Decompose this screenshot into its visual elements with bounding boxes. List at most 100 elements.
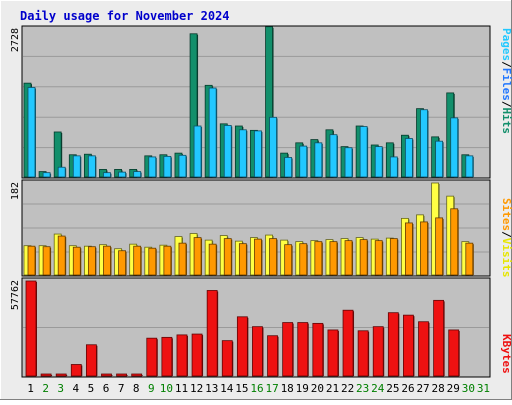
x-label: 16 <box>250 382 263 395</box>
sites-bar <box>344 240 353 276</box>
x-label: 31 <box>477 382 490 395</box>
legend-pages: Pages <box>500 28 512 61</box>
kbytes-bar <box>236 316 248 377</box>
legend-kbytes: KBytes <box>500 334 512 374</box>
kbytes-bar <box>357 330 369 377</box>
kbytes-bar <box>297 322 309 377</box>
hits-bar <box>265 26 273 178</box>
x-label: 7 <box>118 382 125 395</box>
kbytes-bar <box>418 321 429 377</box>
kbytes-bar <box>372 326 384 377</box>
x-label: 12 <box>190 382 203 395</box>
sites-bar <box>178 242 187 276</box>
kbytes-bar <box>40 373 52 377</box>
sites-bar <box>254 238 262 276</box>
files-bar <box>435 140 444 178</box>
kbytes-bar <box>312 322 324 377</box>
svg-text:KBytes: KBytes <box>500 334 512 374</box>
legend-files: Files <box>500 68 512 101</box>
x-label: 17 <box>265 382 278 395</box>
files-bar <box>103 172 111 178</box>
svg-text:Pages/Files/Hits: Pages/Files/Hits <box>500 28 512 134</box>
kbytes-bar <box>146 337 158 377</box>
sites-bar <box>208 243 217 276</box>
sites-bar <box>72 246 81 276</box>
kbytes-bar <box>448 329 460 377</box>
x-label: 29 <box>447 382 460 395</box>
x-label: 5 <box>88 382 95 395</box>
files-bar <box>405 138 413 178</box>
x-label: 30 <box>462 382 475 395</box>
chart-title: Daily usage for November 2024 <box>20 9 230 23</box>
kbytes-bar <box>131 373 143 377</box>
kbytes-bar <box>252 326 263 377</box>
kbytes-bar <box>161 336 173 377</box>
files-bar <box>450 117 459 178</box>
kbytes-bar <box>282 322 294 377</box>
files-bar <box>314 142 323 178</box>
panel-visits-sites: 182 <box>10 179 491 277</box>
x-label: 25 <box>386 382 399 395</box>
sites-bar <box>27 245 36 276</box>
x-label: 6 <box>103 382 110 395</box>
sites-bar <box>329 241 338 276</box>
files-bar <box>344 147 353 178</box>
files-bar <box>374 146 383 178</box>
files-bar <box>269 116 277 178</box>
sites-bar <box>163 245 172 276</box>
x-label: 21 <box>326 382 339 395</box>
files-bar <box>57 166 66 178</box>
sites-bar <box>87 246 96 276</box>
sites-bar <box>284 244 293 276</box>
x-label: 22 <box>341 382 354 395</box>
kbytes-bar <box>403 314 414 377</box>
x-label: 24 <box>371 382 385 395</box>
y-max-label: 2728 <box>10 28 21 52</box>
sites-bar <box>405 222 413 276</box>
files-bar <box>223 125 232 178</box>
kbytes-bar <box>116 373 127 377</box>
sites-bar <box>57 235 66 276</box>
y-max-label: 182 <box>10 182 21 200</box>
sites-bar <box>465 242 474 276</box>
files-bar <box>27 87 36 178</box>
legend-visits: Visits <box>500 238 512 278</box>
files-bar <box>299 145 308 178</box>
x-label: 28 <box>432 382 445 395</box>
sites-bar <box>299 243 308 276</box>
sites-bar <box>450 208 459 276</box>
kbytes-bar <box>85 344 97 377</box>
kbytes-bar <box>55 373 67 377</box>
kbytes-bar <box>387 312 399 377</box>
files-bar <box>465 155 474 178</box>
x-label: 10 <box>160 382 173 395</box>
sites-bar <box>238 243 247 276</box>
files-bar <box>238 129 247 178</box>
y-max-label: 57762 <box>10 280 21 310</box>
files-bar <box>254 130 262 178</box>
legend-sep-3: / <box>500 231 512 238</box>
sites-bar <box>389 238 398 276</box>
sites-bar <box>133 245 142 276</box>
sites-bar <box>314 241 323 276</box>
x-label: 20 <box>311 382 324 395</box>
legend-sep-1: / <box>500 61 512 68</box>
panels-layer: 2728 182 57762 <box>10 25 491 378</box>
files-bar <box>193 125 202 178</box>
x-label: 1 <box>27 382 34 395</box>
sites-bar <box>148 247 157 276</box>
files-bar <box>87 155 96 178</box>
kbytes-bar <box>342 309 354 377</box>
kbytes-bar <box>221 340 233 377</box>
files-bar <box>420 109 428 178</box>
kbytes-bar <box>176 334 188 377</box>
hits-bar <box>189 33 198 178</box>
kbytes-bar <box>191 333 203 377</box>
x-label: 4 <box>73 382 80 395</box>
legend-sep-2: / <box>500 101 512 108</box>
x-label: 9 <box>148 382 155 395</box>
panel-hits-files-pages: 2728 <box>10 25 491 179</box>
sites-bar <box>42 246 51 276</box>
